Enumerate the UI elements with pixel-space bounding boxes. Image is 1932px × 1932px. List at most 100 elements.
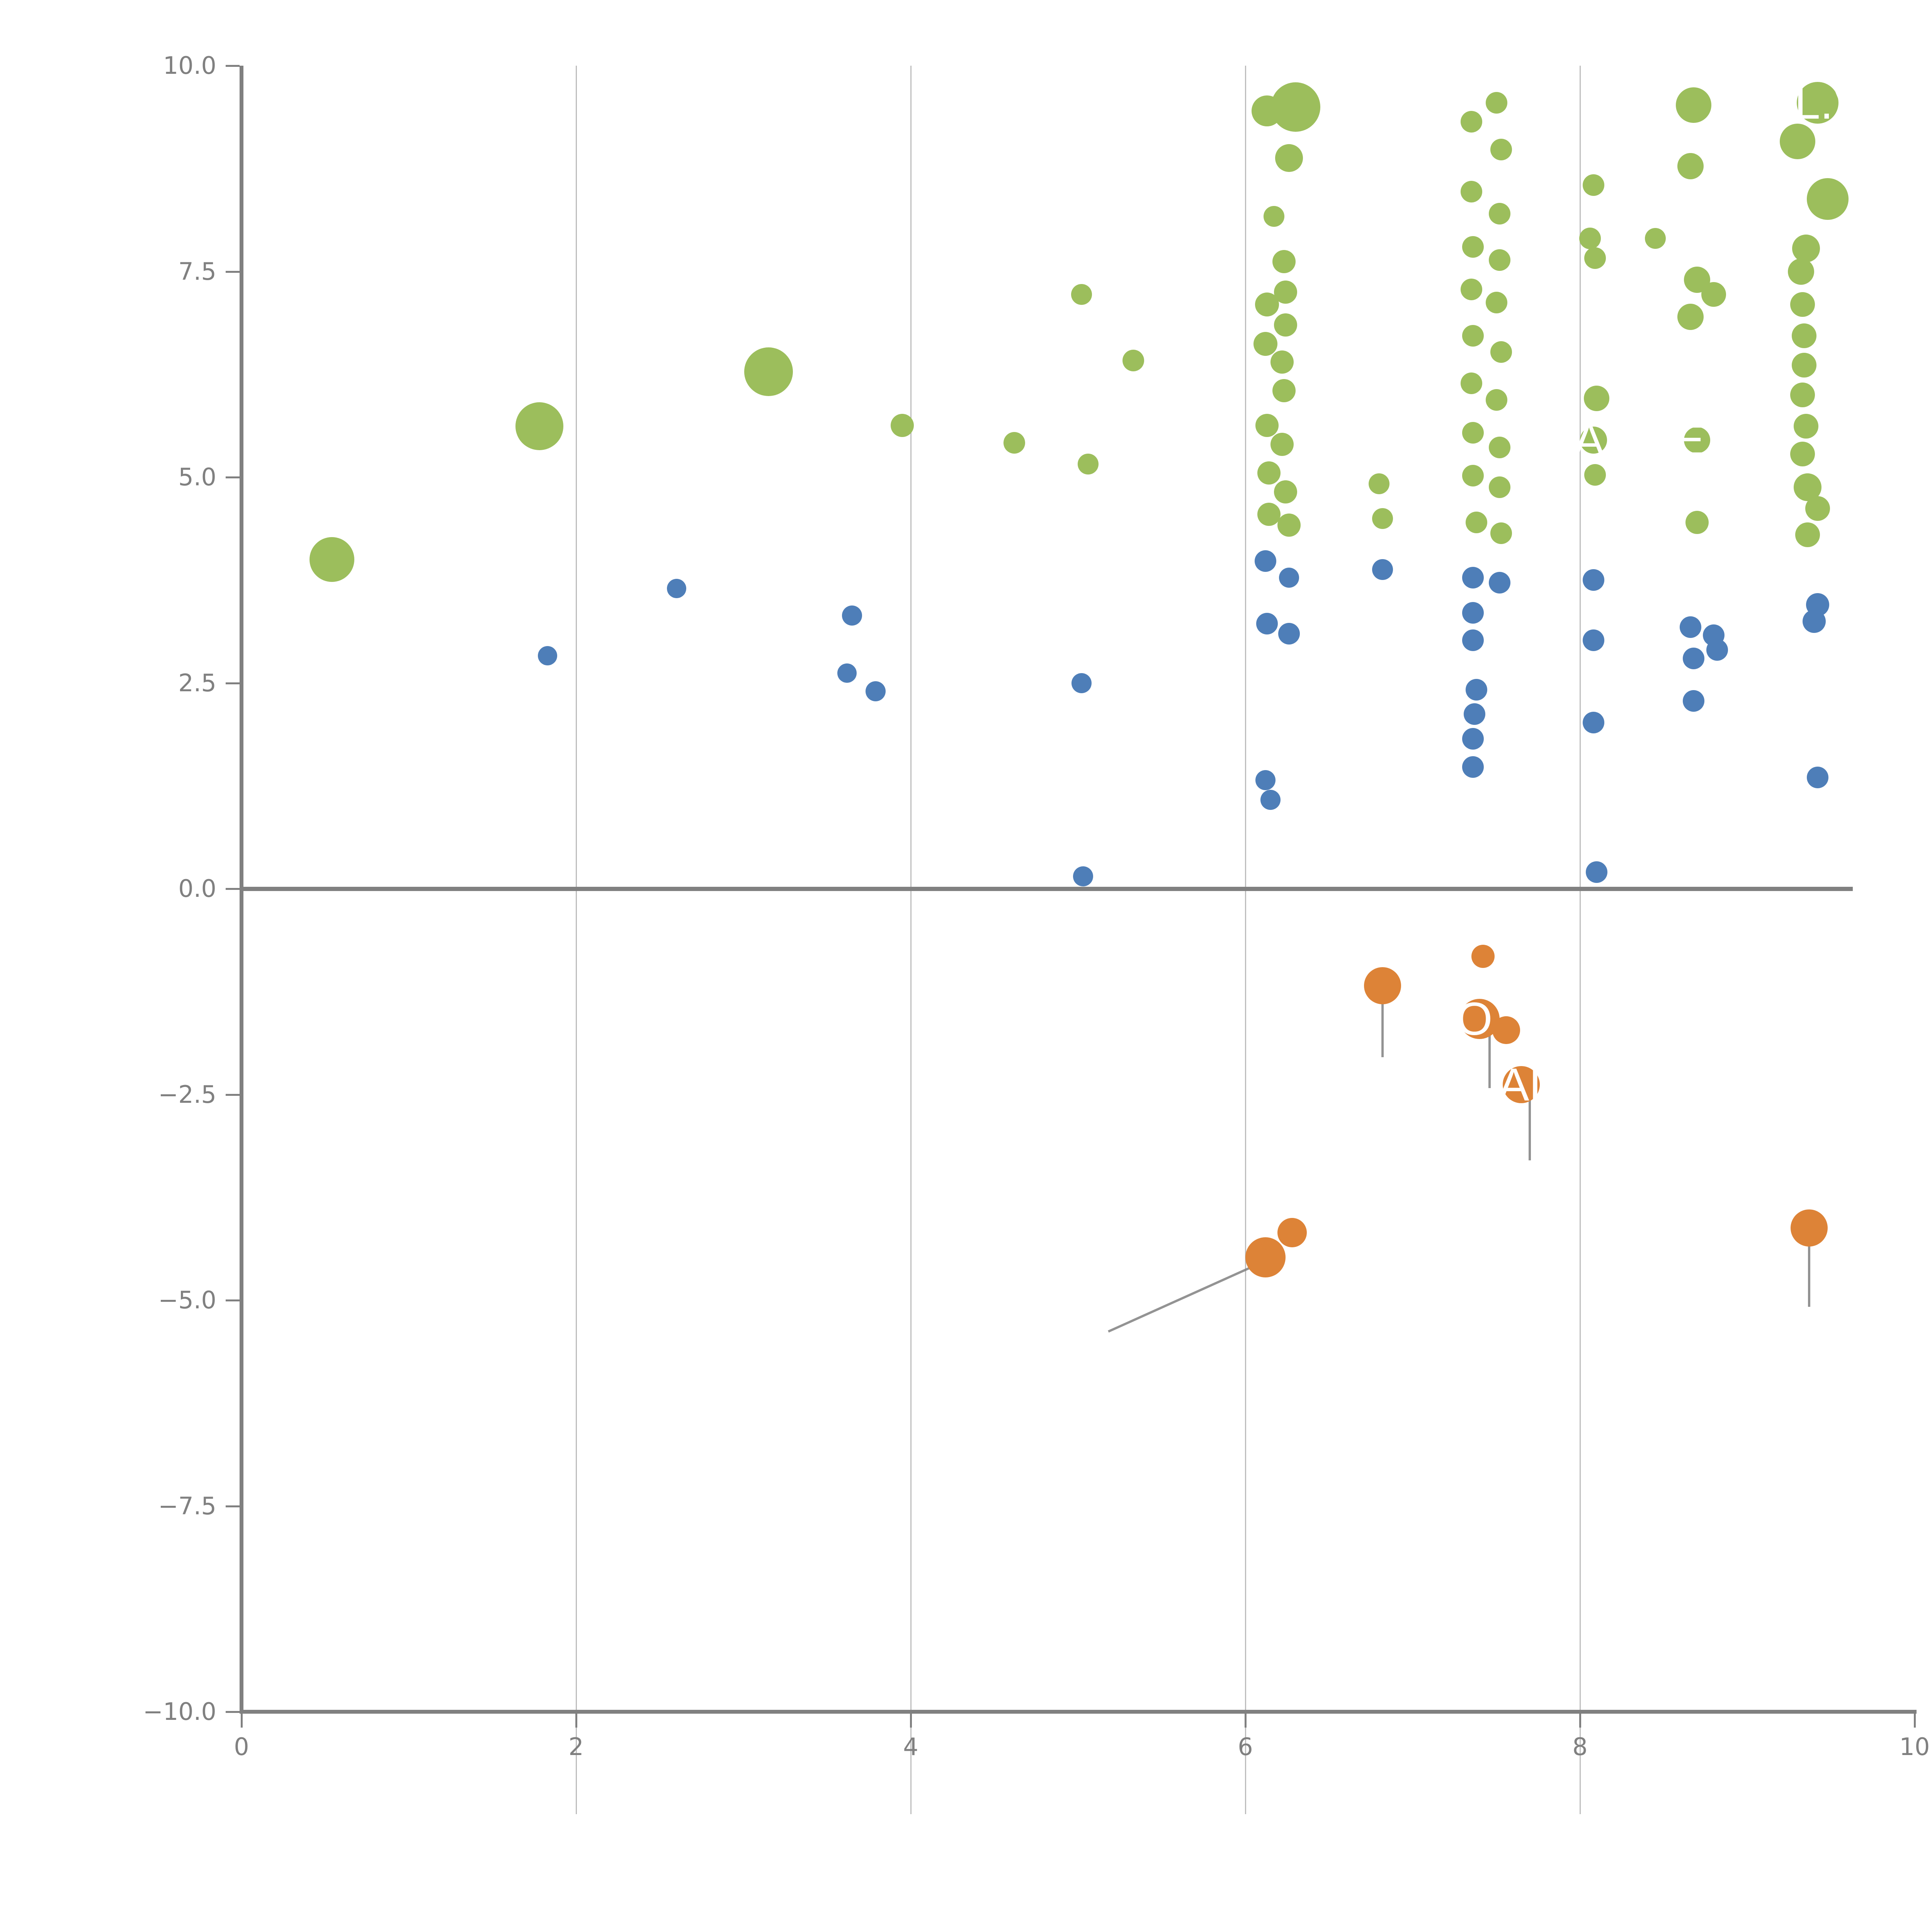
data-point[interactable] bbox=[1490, 522, 1512, 544]
data-point[interactable] bbox=[744, 347, 793, 396]
data-point[interactable] bbox=[1256, 613, 1278, 635]
data-point[interactable] bbox=[1274, 480, 1297, 504]
data-point[interactable] bbox=[1489, 437, 1511, 459]
data-point[interactable] bbox=[1460, 180, 1482, 202]
data-point[interactable] bbox=[1003, 432, 1026, 454]
data-point[interactable] bbox=[1465, 679, 1487, 701]
data-point[interactable] bbox=[1492, 1016, 1520, 1044]
data-point[interactable] bbox=[1272, 250, 1296, 273]
data-point[interactable] bbox=[1584, 464, 1606, 486]
data-point[interactable] bbox=[1790, 383, 1815, 407]
data-point[interactable] bbox=[1701, 282, 1726, 307]
data-point[interactable] bbox=[515, 402, 563, 450]
data-point[interactable] bbox=[1071, 673, 1092, 693]
data-point[interactable] bbox=[1582, 629, 1604, 651]
data-point[interactable] bbox=[1460, 372, 1482, 395]
data-point[interactable] bbox=[1257, 461, 1281, 485]
data-point[interactable] bbox=[1489, 249, 1511, 271]
data-point[interactable] bbox=[1677, 303, 1704, 330]
data-point[interactable] bbox=[842, 605, 862, 626]
data-point[interactable] bbox=[1077, 453, 1099, 474]
data-point[interactable] bbox=[1279, 567, 1299, 588]
data-point[interactable] bbox=[1465, 512, 1487, 534]
data-point[interactable] bbox=[1485, 389, 1507, 411]
data-point[interactable] bbox=[1255, 292, 1279, 316]
data-point[interactable] bbox=[1122, 349, 1144, 371]
data-point[interactable] bbox=[1253, 332, 1277, 356]
data-point[interactable] bbox=[1490, 341, 1512, 363]
data-point[interactable] bbox=[1779, 123, 1815, 159]
data-point[interactable] bbox=[1790, 292, 1815, 317]
data-point[interactable] bbox=[1805, 496, 1830, 521]
data-point[interactable] bbox=[1582, 174, 1604, 196]
data-point[interactable] bbox=[1278, 622, 1300, 645]
data-point[interactable] bbox=[1471, 944, 1495, 968]
data-point[interactable] bbox=[1703, 624, 1725, 646]
data-point[interactable] bbox=[1645, 228, 1666, 249]
data-point[interactable] bbox=[1683, 690, 1705, 712]
data-point[interactable] bbox=[1792, 353, 1817, 378]
data-point[interactable] bbox=[1252, 95, 1283, 127]
data-point[interactable] bbox=[1503, 1066, 1540, 1103]
data-point[interactable] bbox=[1257, 502, 1281, 526]
data-point[interactable] bbox=[1245, 1237, 1286, 1278]
data-point[interactable] bbox=[1706, 639, 1728, 661]
data-point[interactable] bbox=[1274, 313, 1297, 337]
data-point[interactable] bbox=[1580, 427, 1607, 454]
data-point[interactable] bbox=[1489, 203, 1511, 225]
data-point[interactable] bbox=[1459, 998, 1500, 1039]
data-point[interactable] bbox=[1579, 228, 1601, 250]
data-point[interactable] bbox=[1462, 566, 1484, 588]
data-point[interactable] bbox=[1790, 442, 1815, 467]
data-point[interactable] bbox=[538, 646, 558, 666]
data-point[interactable] bbox=[1372, 508, 1393, 529]
data-point[interactable] bbox=[1683, 647, 1705, 669]
data-point[interactable] bbox=[1684, 266, 1711, 293]
data-point[interactable] bbox=[1485, 92, 1507, 114]
data-point[interactable] bbox=[866, 681, 886, 701]
data-point[interactable] bbox=[1462, 728, 1484, 750]
data-point[interactable] bbox=[309, 537, 354, 582]
data-point[interactable] bbox=[1275, 144, 1303, 172]
data-point[interactable] bbox=[1792, 234, 1820, 262]
data-point[interactable] bbox=[667, 578, 686, 598]
data-point[interactable] bbox=[1793, 413, 1818, 439]
data-point[interactable] bbox=[1277, 1218, 1307, 1248]
data-point[interactable] bbox=[1462, 756, 1484, 778]
data-point[interactable] bbox=[1685, 511, 1709, 534]
data-point[interactable] bbox=[1795, 522, 1820, 548]
data-point[interactable] bbox=[1277, 513, 1301, 537]
data-point[interactable] bbox=[1490, 139, 1512, 161]
data-point[interactable] bbox=[1582, 711, 1604, 733]
data-point[interactable] bbox=[1677, 153, 1704, 179]
data-point[interactable] bbox=[1263, 206, 1284, 227]
data-point[interactable] bbox=[1806, 593, 1829, 617]
data-point[interactable] bbox=[1489, 476, 1511, 498]
data-point[interactable] bbox=[1270, 432, 1294, 456]
data-point[interactable] bbox=[1485, 292, 1507, 314]
data-point[interactable] bbox=[1462, 602, 1484, 624]
data-point[interactable] bbox=[1255, 770, 1276, 790]
data-point[interactable] bbox=[1254, 550, 1276, 572]
data-point[interactable] bbox=[1586, 861, 1608, 883]
data-point[interactable] bbox=[1272, 379, 1296, 403]
data-point[interactable] bbox=[1584, 247, 1606, 269]
data-point[interactable] bbox=[1462, 236, 1484, 258]
data-point[interactable] bbox=[1073, 866, 1093, 887]
data-point[interactable] bbox=[1270, 350, 1294, 374]
data-point[interactable] bbox=[1255, 413, 1279, 437]
data-point[interactable] bbox=[1460, 111, 1482, 133]
data-point[interactable] bbox=[1270, 82, 1320, 132]
data-point[interactable] bbox=[1582, 569, 1604, 591]
data-point[interactable] bbox=[1460, 279, 1482, 301]
data-point[interactable] bbox=[837, 663, 857, 683]
data-point[interactable] bbox=[1462, 422, 1484, 444]
data-point[interactable] bbox=[1489, 571, 1511, 594]
data-point[interactable] bbox=[1806, 767, 1828, 789]
data-point[interactable] bbox=[1462, 325, 1484, 347]
data-point[interactable] bbox=[1793, 473, 1821, 501]
data-point[interactable] bbox=[1462, 464, 1484, 486]
data-point[interactable] bbox=[1372, 559, 1393, 580]
data-point[interactable] bbox=[1796, 82, 1838, 124]
data-point[interactable] bbox=[1803, 609, 1826, 633]
